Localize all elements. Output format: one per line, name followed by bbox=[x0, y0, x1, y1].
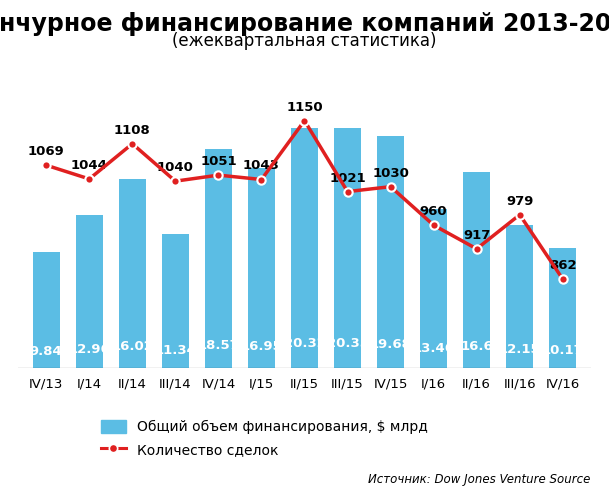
Bar bbox=[33, 252, 60, 368]
Bar bbox=[248, 168, 275, 368]
Text: 18.57: 18.57 bbox=[197, 338, 239, 352]
Bar bbox=[119, 179, 146, 368]
Bar bbox=[377, 136, 404, 368]
Text: 16.02: 16.02 bbox=[111, 340, 153, 354]
Text: 1040: 1040 bbox=[157, 161, 194, 174]
Bar bbox=[291, 128, 318, 368]
Text: 16.6: 16.6 bbox=[460, 340, 493, 353]
Text: 960: 960 bbox=[420, 205, 448, 218]
Bar bbox=[205, 149, 232, 368]
Text: 16.95: 16.95 bbox=[241, 340, 283, 353]
Bar bbox=[334, 128, 361, 368]
Text: 12.15: 12.15 bbox=[499, 343, 541, 356]
Text: 1069: 1069 bbox=[28, 145, 65, 158]
Text: 1030: 1030 bbox=[372, 166, 409, 180]
Text: 9.84: 9.84 bbox=[30, 345, 63, 358]
Bar bbox=[420, 209, 447, 368]
Text: 20.35: 20.35 bbox=[326, 337, 368, 350]
Bar bbox=[162, 234, 189, 368]
Bar bbox=[506, 225, 533, 368]
Text: 979: 979 bbox=[506, 195, 533, 208]
Bar bbox=[76, 215, 103, 368]
Bar bbox=[463, 172, 490, 368]
Text: 13.46: 13.46 bbox=[413, 342, 455, 355]
Text: 11.34: 11.34 bbox=[155, 344, 196, 356]
Text: 1150: 1150 bbox=[286, 101, 323, 113]
Text: (ежеквартальная статистика): (ежеквартальная статистика) bbox=[172, 32, 437, 50]
Legend: Общий объем финансирования, $ млрд, Количество сделок: Общий объем финансирования, $ млрд, Коли… bbox=[101, 420, 428, 457]
Text: 1044: 1044 bbox=[71, 159, 108, 172]
Text: Источник: Dow Jones Venture Source: Источник: Dow Jones Venture Source bbox=[368, 473, 591, 486]
Text: 1108: 1108 bbox=[114, 124, 150, 136]
Text: 1021: 1021 bbox=[329, 171, 366, 185]
Text: 917: 917 bbox=[463, 229, 490, 242]
Bar bbox=[549, 248, 576, 368]
Text: 862: 862 bbox=[549, 259, 577, 272]
Text: Венчурное финансирование компаний 2013-2016: Венчурное финансирование компаний 2013-2… bbox=[0, 12, 609, 36]
Text: 20.32: 20.32 bbox=[284, 337, 325, 350]
Text: 19.68: 19.68 bbox=[370, 338, 412, 351]
Text: 12.96: 12.96 bbox=[68, 343, 110, 355]
Text: 1051: 1051 bbox=[200, 155, 237, 168]
Text: 1043: 1043 bbox=[243, 160, 280, 172]
Text: 10.17: 10.17 bbox=[542, 345, 583, 357]
